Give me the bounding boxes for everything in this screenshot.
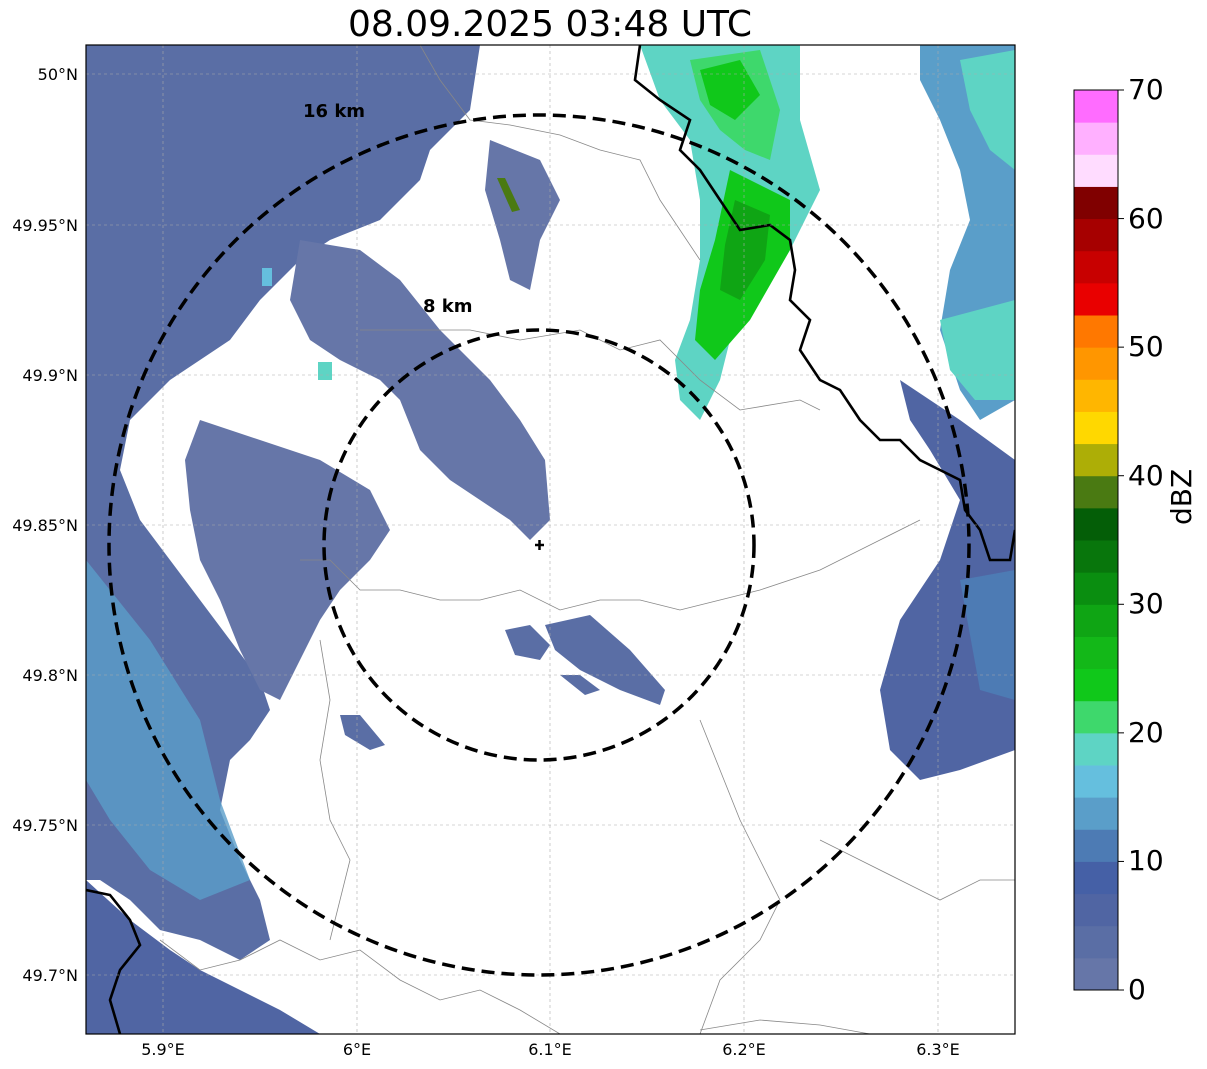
colorbar-segment (1074, 765, 1118, 798)
colorbar (1074, 90, 1118, 991)
colorbar-segment (1074, 636, 1118, 670)
colorbar-ticks (1118, 89, 1124, 991)
colorbar-segment (1074, 282, 1118, 316)
echo-west-band (86, 45, 480, 1034)
colorbar-tick-label: 10 (1128, 844, 1164, 877)
lat-label: 49.75°N (12, 816, 78, 835)
lat-label: 49.9°N (22, 366, 78, 385)
colorbar-segment (1074, 700, 1118, 734)
colorbar-segment (1074, 90, 1118, 123)
map-frame (85, 44, 1016, 1035)
colorbar-segment (1074, 122, 1118, 155)
colorbar-segment (1074, 957, 1118, 991)
colorbar-segment (1074, 347, 1118, 380)
colorbar-segment (1074, 732, 1118, 766)
colorbar-segment (1074, 250, 1118, 284)
lat-label: 50°N (37, 65, 78, 84)
colorbar-unit-label: dBZ (1165, 468, 1198, 525)
colorbar-segment (1074, 218, 1118, 252)
admin-boundaries (159, 45, 1015, 1034)
echo-northeast-band (640, 45, 820, 420)
lat-label: 49.8°N (22, 666, 78, 685)
range-ring-8km-label: 8 km (423, 296, 473, 317)
colorbar-segment (1074, 507, 1118, 541)
echo-cell (497, 178, 520, 212)
lon-label: 6°E (342, 1040, 372, 1059)
colorbar-segment (1074, 893, 1118, 927)
colorbar-tick-label: 70 (1128, 73, 1164, 106)
lat-label: 49.7°N (22, 966, 78, 985)
range-ring-16km-label: 16 km (303, 101, 365, 122)
colorbar-segment (1074, 315, 1118, 348)
colorbar-tick-label: 40 (1128, 459, 1164, 492)
colorbar-segment (1074, 411, 1118, 445)
lon-label: 5.9°E (141, 1040, 185, 1059)
lon-label: 6.2°E (722, 1040, 766, 1059)
colorbar-segment (1074, 540, 1118, 573)
colorbar-segment (1074, 475, 1118, 509)
colorbar-segment (1074, 379, 1118, 412)
country-border (86, 45, 1015, 1034)
colorbar-tick-label: 20 (1128, 716, 1164, 749)
colorbar-tick-label: 0 (1128, 973, 1146, 1006)
echo-central-band (185, 140, 560, 700)
lon-label: 6.1°E (528, 1040, 572, 1059)
colorbar-segment (1074, 797, 1118, 830)
lon-label: 6.3°E (916, 1040, 960, 1059)
echo-cell (318, 362, 332, 380)
colorbar-segment (1074, 572, 1118, 605)
colorbar-tick-label: 50 (1128, 330, 1164, 363)
lat-label: 49.85°N (12, 516, 78, 535)
colorbar-segment (1074, 186, 1118, 220)
colorbar-tick-label: 60 (1128, 202, 1164, 235)
colorbar-segment (1074, 861, 1118, 895)
range-ring-16km (107, 113, 971, 977)
colorbar-segment (1074, 925, 1118, 959)
lat-label: 49.95°N (12, 216, 78, 235)
colorbar-tick-label: 30 (1128, 587, 1164, 620)
range-ring-8km (322, 328, 756, 762)
echo-east-band (880, 45, 1015, 780)
colorbar-segment (1074, 154, 1118, 187)
echo-south-cells (340, 615, 665, 750)
colorbar-segment (1074, 829, 1118, 862)
range-rings (107, 113, 971, 977)
colorbar-frame (1073, 89, 1119, 991)
colorbar-segment (1074, 668, 1118, 702)
colorbar-segment (1074, 443, 1118, 477)
map-title: 08.09.2025 03:48 UTC (347, 4, 753, 45)
colorbar-segment (1074, 604, 1118, 637)
radar-site-marker (535, 540, 544, 550)
radar-reflectivity-layer (86, 45, 1015, 1034)
echo-cell (262, 268, 272, 286)
